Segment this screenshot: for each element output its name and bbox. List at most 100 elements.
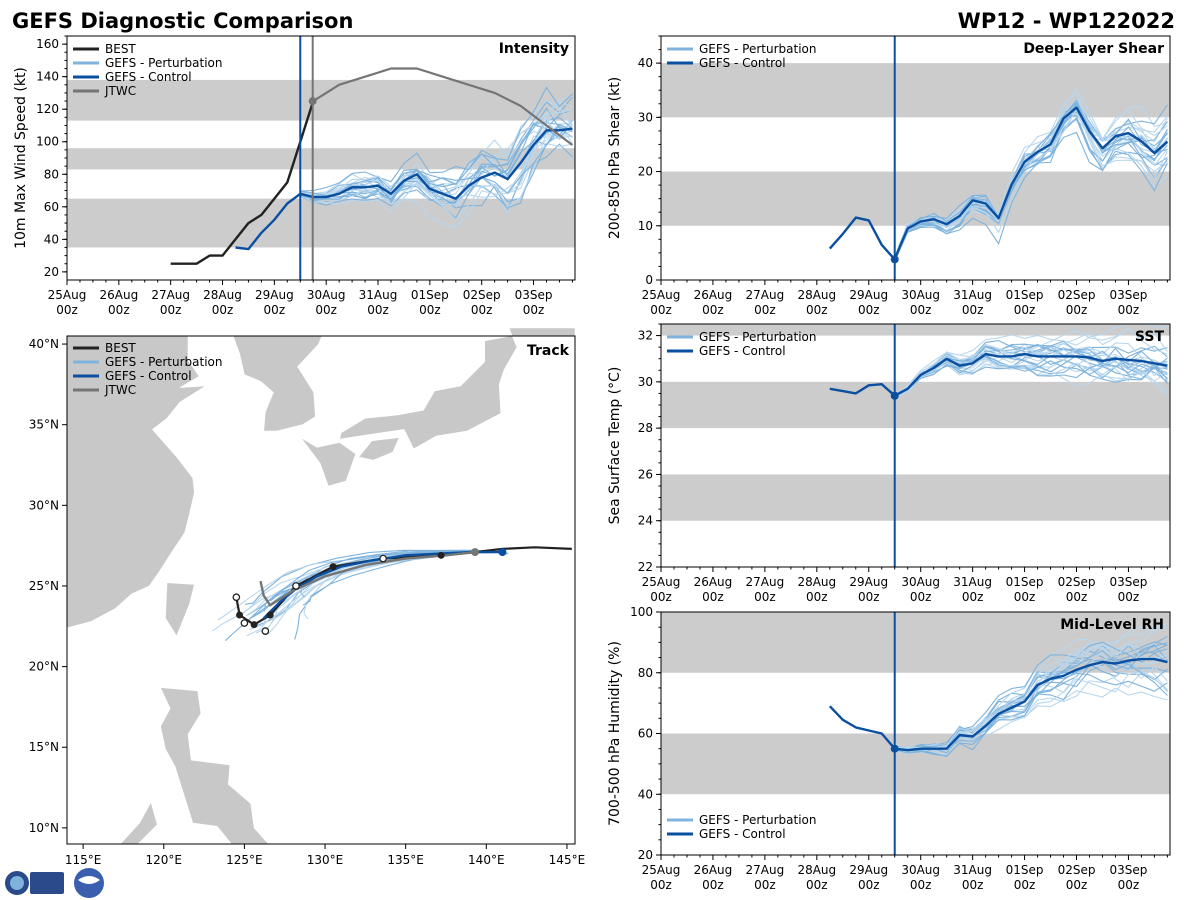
x-tick-label: 03Sep bbox=[1110, 575, 1148, 589]
y-tick-label: 10 bbox=[638, 219, 653, 233]
best-marker-open bbox=[240, 619, 249, 627]
x-tick-label: 00z bbox=[754, 878, 776, 892]
best-marker-open bbox=[292, 582, 300, 590]
legend-label: JTWC bbox=[104, 84, 136, 98]
band bbox=[67, 148, 575, 170]
x-tick-label: 30Aug bbox=[901, 863, 940, 877]
x-tick-label: 26Aug bbox=[694, 288, 733, 302]
y-tick-label: 80 bbox=[44, 167, 59, 181]
legend-label: GEFS - Perturbation bbox=[699, 42, 816, 56]
perturbation-line bbox=[300, 122, 573, 192]
x-tick-label: 02Sep bbox=[1058, 575, 1096, 589]
x-tick-label: 28Aug bbox=[203, 288, 242, 302]
x-tick-label: 130°E bbox=[307, 853, 344, 867]
y-tick-label: 26 bbox=[638, 467, 653, 481]
best-marker-open bbox=[232, 593, 241, 602]
kyushu-island bbox=[300, 437, 357, 487]
x-tick-label: 02Sep bbox=[463, 288, 501, 302]
perturbation-track bbox=[294, 551, 507, 640]
legend-label: GEFS - Perturbation bbox=[105, 355, 222, 369]
x-tick-label: 140°E bbox=[468, 853, 505, 867]
legend-label: BEST bbox=[105, 42, 136, 56]
y-tick-label: 80 bbox=[638, 666, 653, 680]
perturbation-line bbox=[894, 105, 1168, 260]
init-marker bbox=[890, 255, 899, 264]
y-tick-label: 25°N bbox=[29, 579, 59, 593]
control-track bbox=[262, 550, 503, 620]
x-tick-label: 29Aug bbox=[255, 288, 294, 302]
x-tick-label: 00z bbox=[1066, 878, 1088, 892]
x-tick-label: 27Aug bbox=[746, 863, 785, 877]
band bbox=[661, 171, 1170, 226]
sst-panel: 22242628303225Aug00z26Aug00z27Aug00z28Au… bbox=[607, 323, 1171, 604]
x-tick-label: 00z bbox=[367, 303, 389, 317]
x-tick-label: 25Aug bbox=[642, 575, 681, 589]
perturbation-line bbox=[300, 117, 573, 206]
x-tick-label: 00z bbox=[108, 303, 130, 317]
perturbation-line bbox=[300, 120, 573, 209]
x-tick-label: 25Aug bbox=[642, 288, 681, 302]
perturbation-line bbox=[300, 109, 573, 213]
y-axis-label: 10m Max Wind Speed (kt) bbox=[13, 67, 29, 249]
y-tick-label: 100 bbox=[36, 135, 59, 149]
perturbation-line bbox=[300, 106, 573, 221]
band bbox=[661, 474, 1170, 521]
y-tick-label: 40 bbox=[638, 56, 653, 70]
y-tick-label: 32 bbox=[638, 329, 653, 343]
perturbation-line bbox=[300, 117, 573, 199]
control-line bbox=[829, 352, 1168, 397]
perturbation-line bbox=[894, 106, 1168, 261]
jtwc-track bbox=[259, 550, 476, 607]
band bbox=[661, 63, 1170, 118]
x-tick-label: 29Aug bbox=[849, 863, 888, 877]
y-tick-label: 30 bbox=[638, 110, 653, 124]
best-marker bbox=[250, 621, 258, 629]
y-tick-label: 10°N bbox=[29, 821, 59, 835]
intensity-panel: 2040608010012014016025Aug00z26Aug00z27Au… bbox=[13, 35, 576, 317]
band bbox=[67, 79, 575, 121]
y-tick-label: 60 bbox=[44, 200, 59, 214]
storm-id: WP12 - WP122022 bbox=[958, 9, 1175, 33]
x-tick-label: 00z bbox=[212, 303, 234, 317]
perturbation-track bbox=[255, 551, 509, 634]
x-tick-label: 145°E bbox=[549, 853, 586, 867]
x-tick-label: 31Aug bbox=[953, 288, 992, 302]
y-axis-label: 200-850 hPa Shear (kt) bbox=[607, 77, 623, 239]
x-tick-label: 00z bbox=[650, 878, 672, 892]
x-tick-label: 00z bbox=[1118, 590, 1140, 604]
x-tick-label: 00z bbox=[1014, 590, 1036, 604]
perturbation-line bbox=[894, 323, 1168, 396]
x-tick-label: 26Aug bbox=[99, 288, 138, 302]
x-tick-label: 00z bbox=[858, 303, 880, 317]
legend-label: GEFS - Perturbation bbox=[699, 330, 816, 344]
x-tick-label: 27Aug bbox=[746, 288, 785, 302]
y-tick-label: 0 bbox=[645, 273, 653, 287]
panel-title: Track bbox=[527, 343, 570, 359]
y-tick-label: 35°N bbox=[29, 418, 59, 432]
x-tick-label: 00z bbox=[754, 590, 776, 604]
control-line bbox=[828, 106, 1169, 261]
x-tick-label: 135°E bbox=[387, 853, 424, 867]
x-tick-label: 00z bbox=[962, 303, 984, 317]
panel-title: Mid-Level RH bbox=[1060, 617, 1164, 633]
x-tick-label: 30Aug bbox=[901, 575, 940, 589]
honshu-island bbox=[339, 295, 576, 450]
y-tick-label: 20 bbox=[638, 165, 653, 179]
x-tick-label: 28Aug bbox=[797, 575, 836, 589]
y-tick-label: 120 bbox=[36, 102, 59, 116]
x-tick-label: 28Aug bbox=[797, 288, 836, 302]
best-marker bbox=[236, 611, 244, 619]
x-tick-label: 27Aug bbox=[746, 575, 785, 589]
palawan-island bbox=[119, 801, 158, 845]
legend-label: GEFS - Control bbox=[105, 369, 192, 383]
y-tick-label: 100 bbox=[630, 605, 653, 619]
x-tick-label: 01Sep bbox=[411, 288, 449, 302]
x-tick-label: 00z bbox=[754, 303, 776, 317]
x-tick-label: 00z bbox=[56, 303, 78, 317]
x-tick-label: 00z bbox=[315, 303, 337, 317]
x-tick-label: 27Aug bbox=[151, 288, 190, 302]
x-tick-label: 00z bbox=[702, 590, 724, 604]
best-marker bbox=[329, 563, 337, 571]
y-tick-label: 22 bbox=[638, 560, 653, 574]
x-tick-label: 00z bbox=[858, 590, 880, 604]
